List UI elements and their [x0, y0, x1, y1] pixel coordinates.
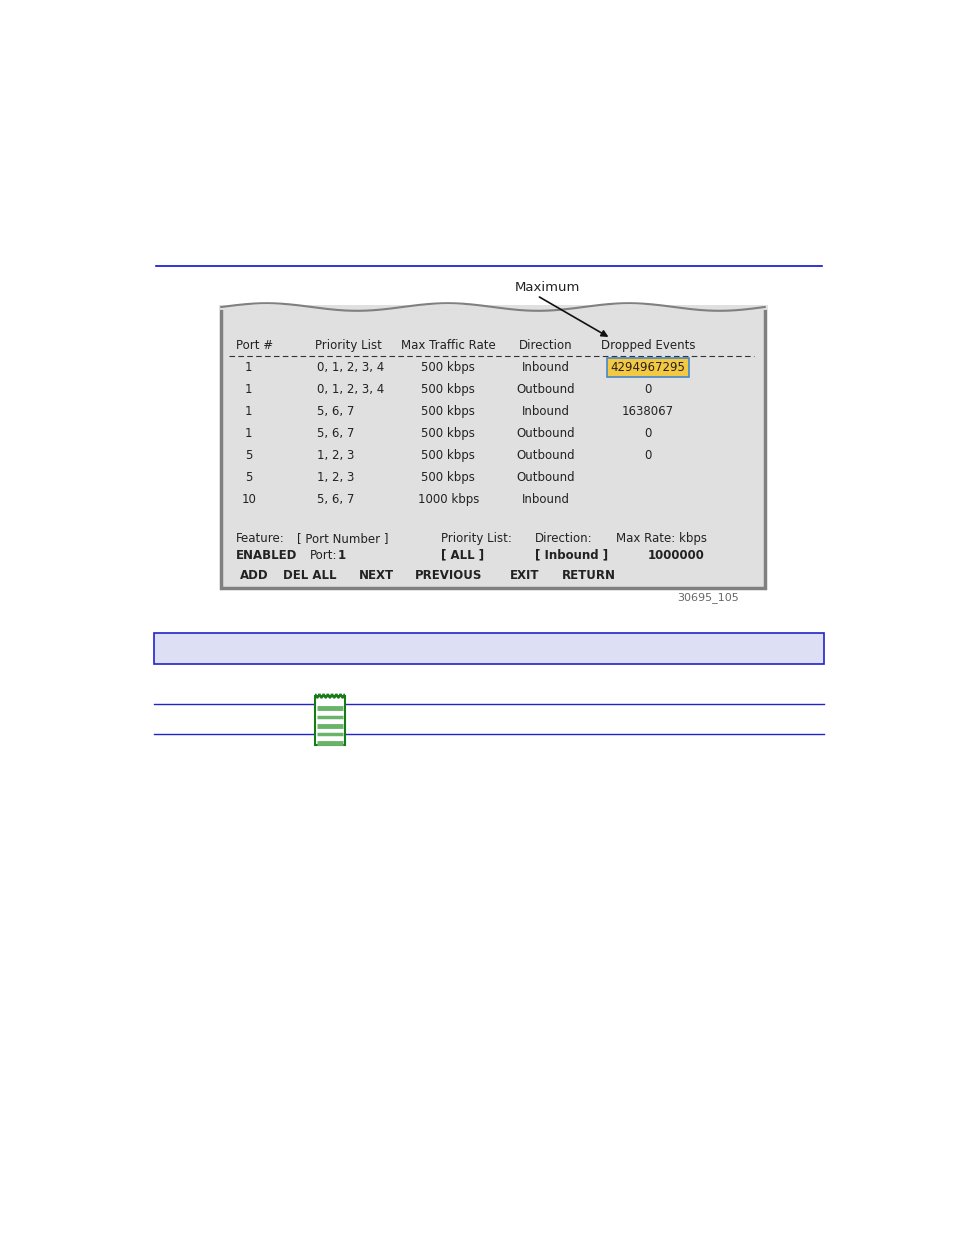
- Text: Direction:: Direction:: [535, 531, 592, 545]
- Text: 10: 10: [241, 493, 255, 505]
- Text: 1, 2, 3: 1, 2, 3: [317, 448, 355, 462]
- Text: 0: 0: [643, 383, 651, 396]
- Text: 5, 6, 7: 5, 6, 7: [317, 493, 355, 505]
- Text: 0, 1, 2, 3, 4: 0, 1, 2, 3, 4: [317, 362, 384, 374]
- Text: 1000 kbps: 1000 kbps: [417, 493, 478, 505]
- Text: Priority List: Priority List: [314, 338, 381, 352]
- Text: 1: 1: [245, 362, 253, 374]
- Text: EXIT: EXIT: [509, 568, 538, 582]
- Text: Dropped Events: Dropped Events: [600, 338, 695, 352]
- Text: Priority List:: Priority List:: [440, 531, 511, 545]
- Text: Feature:: Feature:: [235, 531, 285, 545]
- Bar: [221, 308, 764, 588]
- Text: 4294967295: 4294967295: [610, 362, 684, 374]
- Text: NEXT: NEXT: [358, 568, 394, 582]
- Text: Maximum: Maximum: [515, 282, 579, 294]
- Text: [ Inbound ]: [ Inbound ]: [535, 548, 607, 562]
- Text: ENABLED: ENABLED: [235, 548, 297, 562]
- Bar: [606, 358, 688, 378]
- Text: Direction: Direction: [518, 338, 572, 352]
- Text: 1: 1: [245, 427, 253, 440]
- Text: 5: 5: [245, 448, 252, 462]
- Text: 0: 0: [643, 427, 651, 440]
- Text: Port #: Port #: [235, 338, 273, 352]
- Text: 1: 1: [337, 548, 345, 562]
- Text: 500 kbps: 500 kbps: [421, 427, 475, 440]
- Text: 5, 6, 7: 5, 6, 7: [317, 427, 355, 440]
- Bar: [153, 634, 823, 663]
- Text: 1000000: 1000000: [647, 548, 704, 562]
- Text: 500 kbps: 500 kbps: [421, 362, 475, 374]
- Text: 1, 2, 3: 1, 2, 3: [317, 471, 355, 484]
- Text: 500 kbps: 500 kbps: [421, 383, 475, 396]
- Text: 1: 1: [245, 383, 253, 396]
- Text: Outbound: Outbound: [516, 427, 575, 440]
- Text: 5: 5: [245, 471, 252, 484]
- Text: 500 kbps: 500 kbps: [421, 405, 475, 419]
- Text: 5, 6, 7: 5, 6, 7: [317, 405, 355, 419]
- Text: [ ALL ]: [ ALL ]: [440, 548, 483, 562]
- Text: 1: 1: [245, 405, 253, 419]
- Text: Inbound: Inbound: [521, 493, 569, 505]
- Text: RETURN: RETURN: [561, 568, 615, 582]
- Text: 0: 0: [643, 448, 651, 462]
- Text: 1638067: 1638067: [621, 405, 673, 419]
- Text: Max Rate: kbps: Max Rate: kbps: [616, 531, 706, 545]
- Text: DEL ALL: DEL ALL: [283, 568, 336, 582]
- Text: 500 kbps: 500 kbps: [421, 448, 475, 462]
- Text: 0, 1, 2, 3, 4: 0, 1, 2, 3, 4: [317, 383, 384, 396]
- Text: Inbound: Inbound: [521, 362, 569, 374]
- Text: Outbound: Outbound: [516, 471, 575, 484]
- Text: 500 kbps: 500 kbps: [421, 471, 475, 484]
- Text: Outbound: Outbound: [516, 383, 575, 396]
- Text: PREVIOUS: PREVIOUS: [415, 568, 481, 582]
- Text: Max Traffic Rate: Max Traffic Rate: [400, 338, 496, 352]
- Text: Inbound: Inbound: [521, 405, 569, 419]
- Text: Outbound: Outbound: [516, 448, 575, 462]
- Text: ADD: ADD: [239, 568, 268, 582]
- Text: [ Port Number ]: [ Port Number ]: [296, 531, 388, 545]
- Text: Port:: Port:: [310, 548, 337, 562]
- Bar: [314, 697, 344, 746]
- Text: 30695_105: 30695_105: [677, 593, 739, 604]
